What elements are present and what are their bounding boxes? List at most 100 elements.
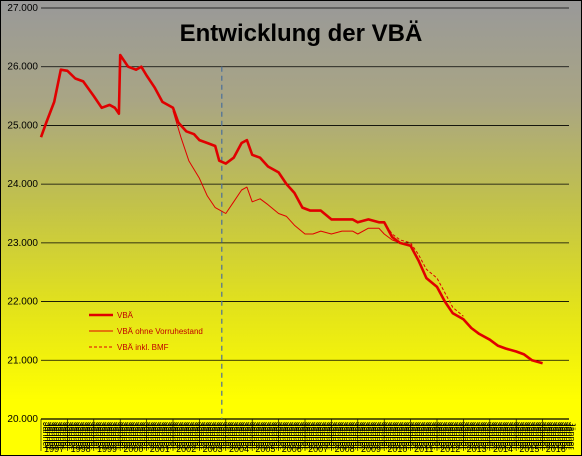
x-month-label: Jänner — [70, 422, 80, 450]
x-month-label: Jänner — [246, 422, 256, 450]
x-month-label: Jänner — [129, 422, 139, 450]
x-month-label: Jänner — [48, 422, 58, 450]
x-month-label: Jänner — [490, 422, 500, 450]
x-month-label: Jänner — [327, 422, 337, 450]
x-month-label: Jänner — [400, 422, 410, 450]
x-month-label: Jänner — [65, 422, 75, 450]
x-month-label: Jänner — [235, 422, 245, 450]
x-month-label: Jänner — [52, 422, 62, 450]
x-month-label: Jänner — [131, 422, 141, 450]
x-month-label: Jänner — [261, 422, 271, 450]
x-month-label: Jänner — [133, 422, 143, 450]
x-month-label: Jänner — [158, 422, 168, 450]
x-month-label: Jänner — [173, 422, 183, 450]
x-month-label: Jänner — [417, 422, 427, 450]
x-tick-label: 2005 — [255, 444, 275, 454]
x-month-label: Jänner — [56, 422, 66, 450]
x-month-label: Jänner — [505, 422, 515, 450]
x-month-label: Jänner — [345, 422, 355, 450]
x-month-label: Jänner — [503, 422, 513, 450]
x-month-label: Jänner — [120, 422, 130, 450]
x-month-label: Jänner — [67, 422, 77, 450]
x-month-label: Jänner — [307, 422, 317, 450]
x-month-label: Jänner — [419, 422, 429, 450]
x-month-label: Jänner — [494, 422, 504, 450]
x-month-label: Jänner — [89, 422, 99, 450]
x-tick-label: 2015 — [519, 444, 539, 454]
series-line-2 — [172, 110, 464, 320]
x-month-label: Jänner — [477, 422, 487, 450]
x-month-label: Jänner — [276, 422, 286, 450]
x-month-label: Jänner — [103, 422, 113, 450]
x-month-label: Jänner — [499, 422, 509, 450]
x-month-label: Jänner — [226, 422, 236, 450]
x-month-label: Jänner — [155, 422, 165, 450]
x-month-label: Jänner — [485, 422, 495, 450]
x-month-label: Jänner — [230, 422, 240, 450]
x-month-label: Jänner — [162, 422, 172, 450]
x-month-label: Jänner — [452, 422, 462, 450]
x-month-label: Jänner — [208, 422, 218, 450]
x-month-label: Jänner — [439, 422, 449, 450]
x-month-label: Jänner — [461, 422, 471, 450]
x-month-label: Jänner — [125, 422, 135, 450]
y-tick-label: 25.000 — [7, 120, 38, 131]
x-month-label: Jänner — [336, 422, 346, 450]
x-month-label: Jänner — [199, 422, 209, 450]
y-tick-label: 23.000 — [7, 238, 38, 249]
x-month-label: Jänner — [248, 422, 258, 450]
x-tick-label: 2003 — [203, 444, 223, 454]
x-month-label: Jänner — [367, 422, 377, 450]
x-month-label: Jänner — [389, 422, 399, 450]
x-month-label: Jänner — [362, 422, 372, 450]
x-month-label: Jänner — [171, 422, 181, 450]
x-month-label: Jänner — [329, 422, 339, 450]
x-month-label: Jänner — [314, 422, 324, 450]
x-month-label: Jänner — [567, 422, 577, 450]
x-month-label: Jänner — [547, 422, 557, 450]
x-month-label: Jänner — [360, 422, 370, 450]
x-tick-label: 2001 — [150, 444, 170, 454]
x-month-label: Jänner — [358, 422, 368, 450]
x-month-label: Jänner — [111, 422, 121, 450]
x-month-label: Jänner — [61, 422, 71, 450]
x-month-label: Jänner — [301, 422, 311, 450]
x-month-label: Jänner — [153, 422, 163, 450]
x-month-label: Jänner — [463, 422, 473, 450]
x-month-label: Jänner — [254, 422, 264, 450]
x-month-label: Jänner — [532, 422, 542, 450]
x-month-label: Jänner — [435, 422, 445, 450]
x-tick-label: 2008 — [335, 444, 355, 454]
x-month-label: Jänner — [54, 422, 64, 450]
legend-label: VBÄ ohne Vorruhestand — [117, 327, 203, 336]
x-month-label: Jänner — [257, 422, 267, 450]
x-month-label: Jänner — [105, 422, 115, 450]
y-tick-label: 20.000 — [7, 414, 38, 425]
x-month-label: Jänner — [239, 422, 249, 450]
x-month-label: Jänner — [250, 422, 260, 450]
y-tick-label: 27.000 — [7, 3, 38, 14]
x-month-label: Jänner — [72, 422, 82, 450]
x-month-label: Jänner — [483, 422, 493, 450]
x-month-label: Jänner — [98, 422, 108, 450]
x-month-label: Jänner — [474, 422, 484, 450]
x-month-label: Jänner — [404, 422, 414, 450]
x-month-label: Jänner — [318, 422, 328, 450]
x-month-label: Jänner — [356, 422, 366, 450]
x-month-label: Jänner — [294, 422, 304, 450]
x-month-label: Jänner — [241, 422, 251, 450]
x-tick-label: 2002 — [176, 444, 196, 454]
x-month-label: Jänner — [252, 422, 262, 450]
x-tick-label: 1998 — [71, 444, 91, 454]
x-month-label: Jänner — [45, 422, 55, 450]
x-month-label: Jänner — [395, 422, 405, 450]
x-month-label: Jänner — [182, 422, 192, 450]
x-month-label: Jänner — [114, 422, 124, 450]
x-month-label: Jänner — [523, 422, 533, 450]
x-month-label: Jänner — [455, 422, 465, 450]
x-tick-label: 2009 — [361, 444, 381, 454]
x-month-label: Jänner — [175, 422, 185, 450]
x-month-label: Jänner — [191, 422, 201, 450]
x-month-label: Jänner — [202, 422, 212, 450]
x-month-label: Jänner — [492, 422, 502, 450]
